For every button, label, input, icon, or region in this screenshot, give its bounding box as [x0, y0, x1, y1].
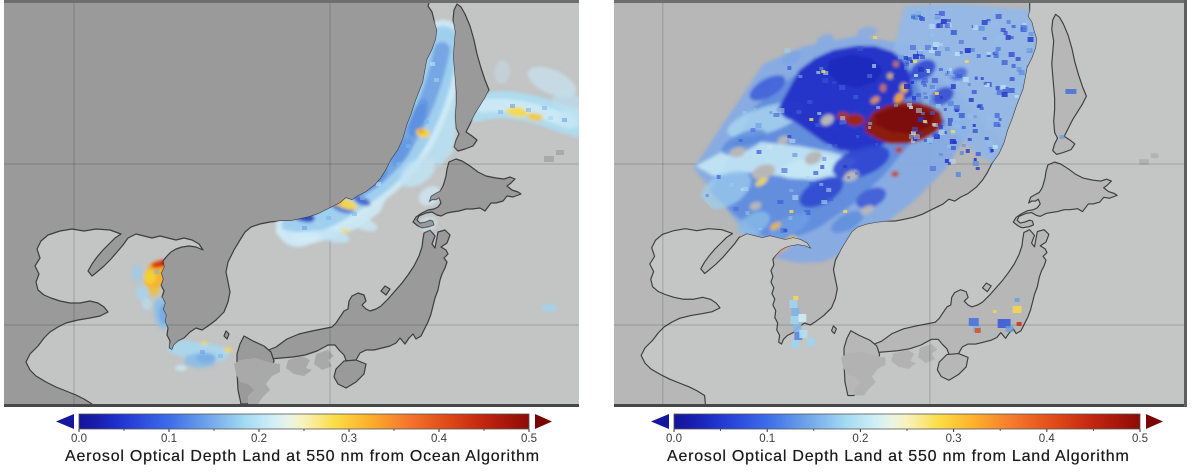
svg-text:0.5: 0.5: [521, 433, 537, 445]
svg-text:0.2: 0.2: [251, 433, 267, 445]
svg-text:0.4: 0.4: [431, 433, 448, 445]
svg-text:0.0: 0.0: [666, 433, 682, 445]
svg-text:0.1: 0.1: [759, 433, 775, 445]
svg-text:0.2: 0.2: [852, 433, 868, 445]
svg-text:0.0: 0.0: [71, 433, 87, 445]
svg-text:0.3: 0.3: [946, 433, 962, 445]
svg-text:0.1: 0.1: [161, 433, 177, 445]
svg-text:0.4: 0.4: [1039, 433, 1056, 445]
svg-text:0.3: 0.3: [341, 433, 357, 445]
svg-text:0.5: 0.5: [1132, 433, 1148, 445]
